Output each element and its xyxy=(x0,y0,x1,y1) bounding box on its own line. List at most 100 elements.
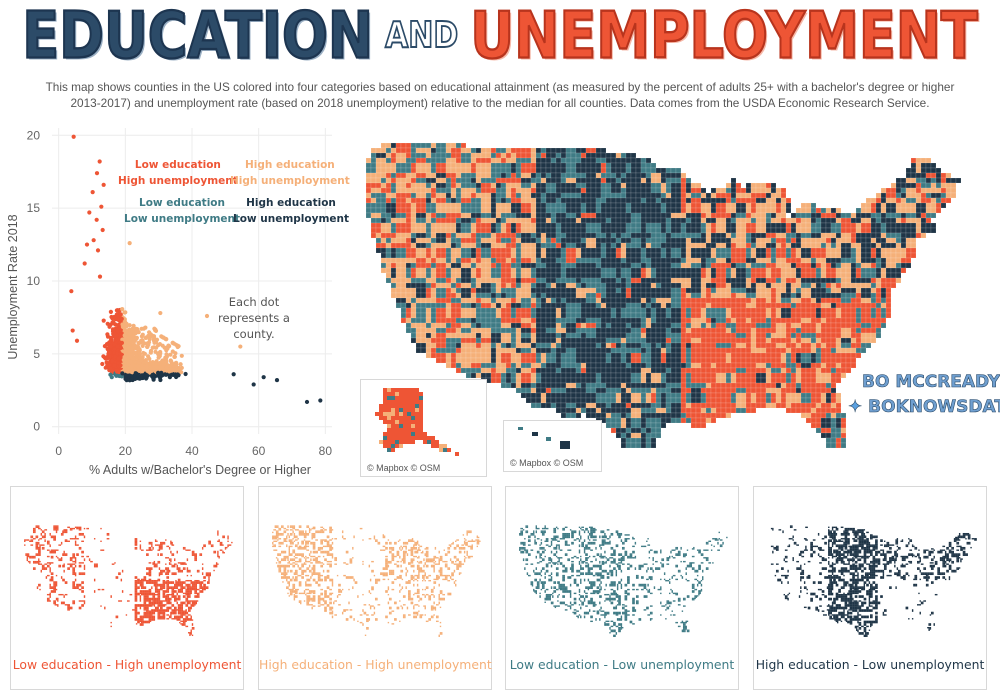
county-cell xyxy=(470,207,477,214)
county-cell xyxy=(415,227,422,234)
y-axis-label: Unemployment Rate 2018 xyxy=(6,214,20,359)
county-cell xyxy=(815,232,822,239)
county-cell xyxy=(900,242,907,249)
county-cell xyxy=(505,217,512,224)
county-cell xyxy=(675,242,682,249)
scatter-point xyxy=(160,365,165,370)
county-cell xyxy=(760,207,767,214)
county-cell xyxy=(945,177,952,184)
county-cell xyxy=(790,232,797,239)
county-cell xyxy=(385,162,392,169)
county-cell xyxy=(485,192,492,199)
scatter-point xyxy=(204,313,210,319)
county-cell xyxy=(925,167,932,174)
county-cell xyxy=(700,222,707,229)
county-cell xyxy=(655,232,662,239)
county-cell xyxy=(910,177,917,184)
county-cell xyxy=(475,167,482,174)
county-cell xyxy=(420,162,427,169)
county-cell xyxy=(545,182,552,189)
county-cell xyxy=(510,227,517,234)
county-cell xyxy=(620,177,627,184)
county-cell xyxy=(365,212,372,219)
county-cell xyxy=(610,152,617,159)
county-cell xyxy=(740,207,747,214)
county-cell xyxy=(655,182,662,189)
county-cell xyxy=(385,207,392,214)
county-cell xyxy=(760,217,767,224)
county-cell xyxy=(375,167,382,174)
county-cell xyxy=(535,147,542,154)
county-cell xyxy=(645,222,652,229)
county-cell xyxy=(375,217,382,224)
county-cell xyxy=(605,232,612,239)
county-cell xyxy=(925,187,932,194)
county-cell xyxy=(820,237,827,244)
county-cell xyxy=(565,182,572,189)
county-cell xyxy=(695,207,702,214)
county-cell xyxy=(485,242,492,249)
county-cell xyxy=(815,217,822,224)
county-cell xyxy=(775,212,782,219)
county-cell xyxy=(630,162,637,169)
county-cell xyxy=(675,222,682,229)
county-cell xyxy=(455,177,462,184)
county-cell xyxy=(760,222,767,229)
scatter-point xyxy=(140,343,145,348)
county-cell xyxy=(605,242,612,249)
scatter-point xyxy=(133,371,138,376)
county-cell xyxy=(530,222,537,229)
scatter-point xyxy=(97,159,102,164)
county-cell xyxy=(400,212,407,219)
county-cell xyxy=(800,237,807,244)
scatter-point xyxy=(74,338,80,343)
county-cell xyxy=(545,157,552,164)
county-cell xyxy=(880,197,887,204)
county-cell xyxy=(485,147,492,154)
county-cell xyxy=(770,247,777,254)
county-cell xyxy=(810,222,817,229)
county-cell xyxy=(470,157,477,164)
county-cell xyxy=(580,162,587,169)
county-cell xyxy=(415,177,422,184)
county-cell xyxy=(695,242,702,249)
county-cell xyxy=(645,192,652,199)
scatter-point xyxy=(108,372,113,377)
scatter-point xyxy=(124,368,129,373)
county-cell xyxy=(900,192,907,199)
county-cell xyxy=(500,232,507,239)
county-cell xyxy=(550,247,557,254)
county-cell xyxy=(540,172,547,179)
county-cell xyxy=(615,232,622,239)
x-tick-label: 20 xyxy=(119,444,133,458)
county-cell xyxy=(435,212,442,219)
county-cell xyxy=(510,157,517,164)
y-tick-label: 15 xyxy=(27,201,41,215)
county-cell xyxy=(540,237,547,244)
county-cell xyxy=(640,177,647,184)
us-county-map[interactable] xyxy=(350,118,970,458)
county-cell xyxy=(625,212,632,219)
county-cell xyxy=(485,187,492,194)
county-cell xyxy=(530,182,537,189)
county-cell xyxy=(600,152,607,159)
county-cell xyxy=(660,237,667,244)
county-cell xyxy=(445,177,452,184)
county-cell xyxy=(485,207,492,214)
county-cell xyxy=(600,242,607,249)
county-cell xyxy=(630,237,637,244)
county-cell xyxy=(445,147,452,154)
county-cell xyxy=(830,232,837,239)
legend-label: High education xyxy=(246,197,336,209)
county-cell xyxy=(400,242,407,249)
county-cell xyxy=(375,147,382,154)
county-cell xyxy=(875,237,882,244)
county-cell xyxy=(625,192,632,199)
county-cell xyxy=(770,242,777,249)
county-cell xyxy=(500,177,507,184)
county-cell xyxy=(390,177,397,184)
county-cell xyxy=(565,227,572,234)
county-cell xyxy=(590,212,597,219)
county-cell xyxy=(575,217,582,224)
